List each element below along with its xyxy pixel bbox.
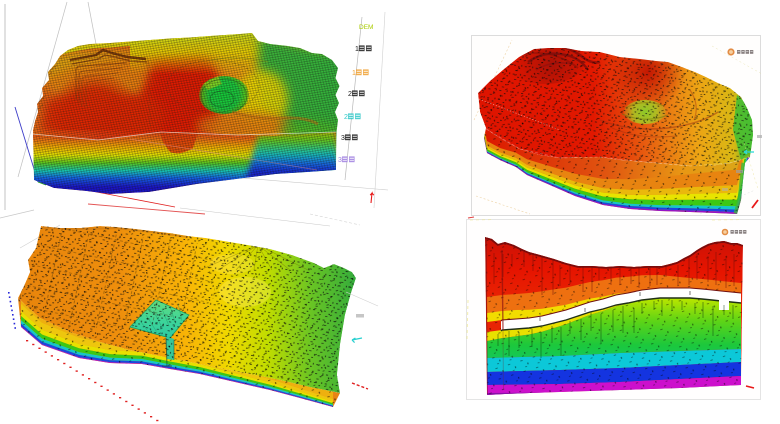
svg-text:3: 3	[341, 135, 345, 142]
svg-text:2: 2	[344, 114, 348, 121]
svg-text:1: 1	[355, 46, 359, 53]
svg-text:2: 2	[348, 91, 352, 98]
svg-text:DEM: DEM	[359, 24, 373, 31]
svg-text:3: 3	[338, 157, 342, 164]
svg-text:1: 1	[352, 70, 356, 77]
